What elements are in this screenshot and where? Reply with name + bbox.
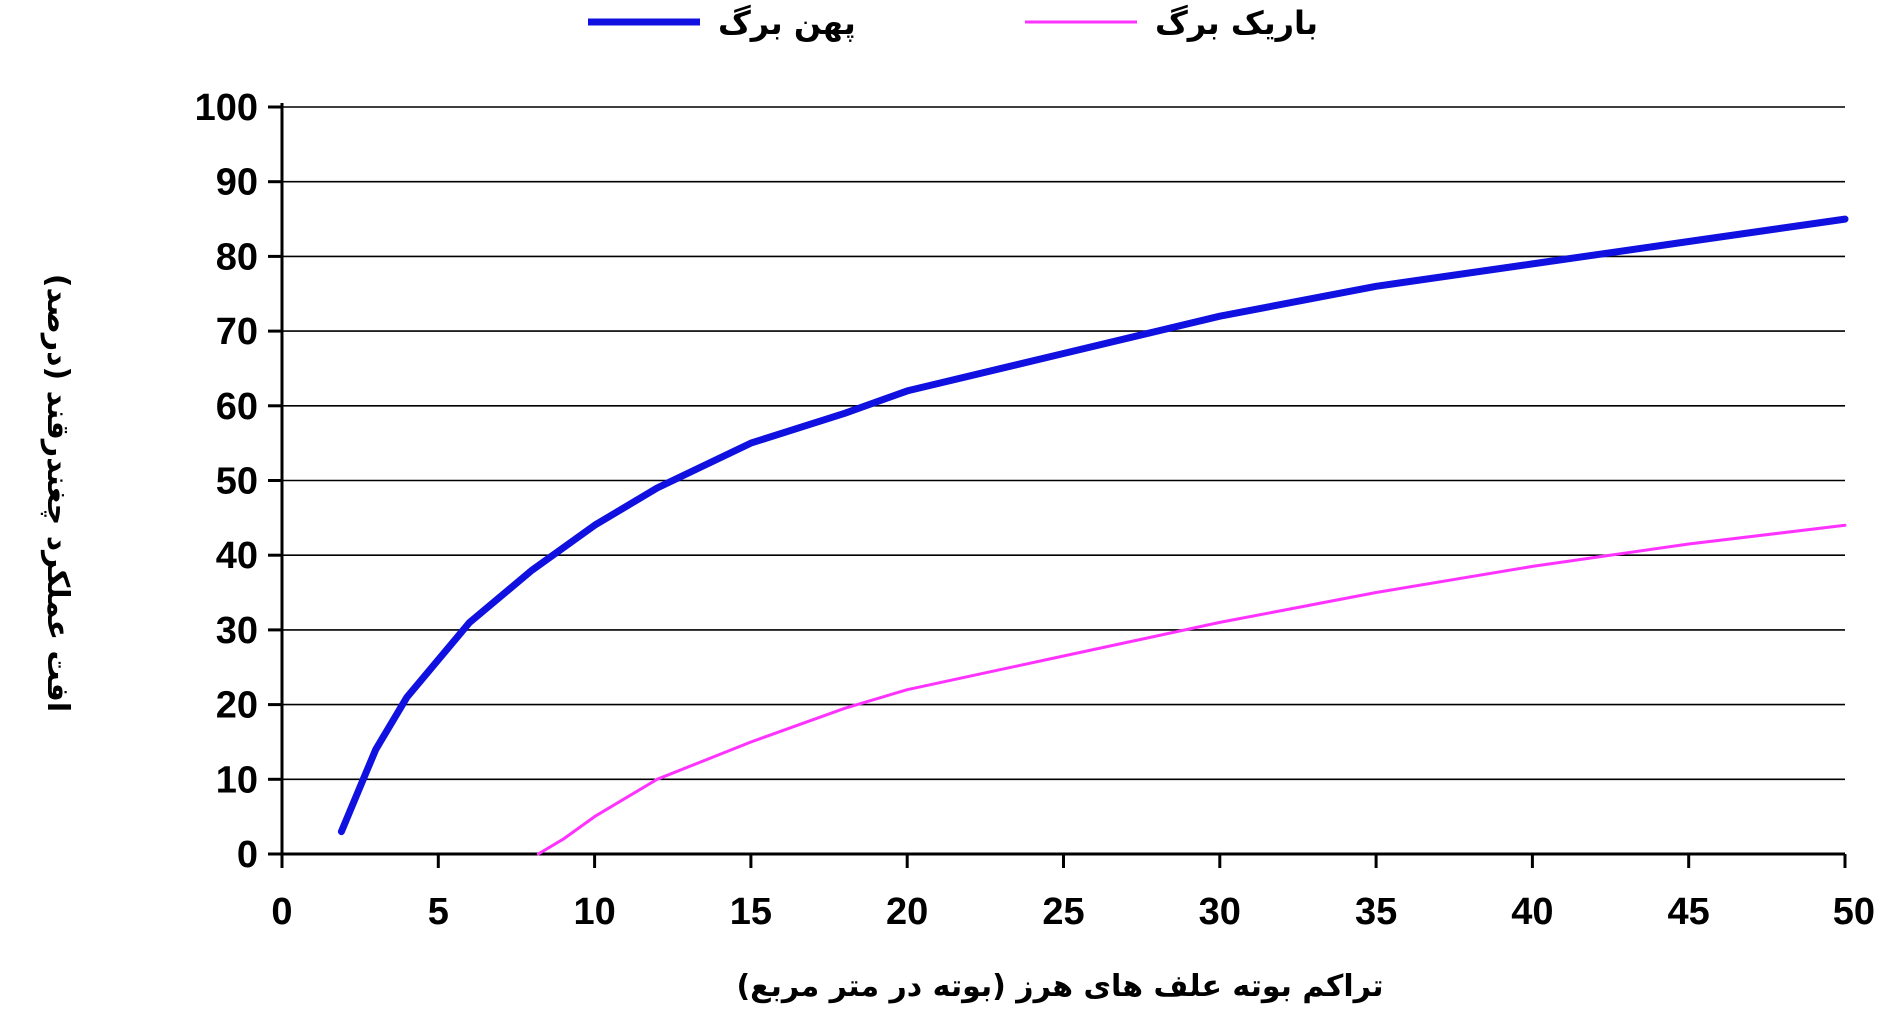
legend-label-broadleaf: پهن برگ bbox=[718, 4, 856, 42]
y-tick-label: 100 bbox=[195, 87, 258, 129]
axes bbox=[268, 103, 1847, 868]
x-tick-label: 45 bbox=[1668, 891, 1710, 933]
y-tick-label: 60 bbox=[216, 386, 258, 428]
tick-labels: 0 10 20 30 40 50 60 70 80 90 100 0 5 10 15 20 25 30 35 40 45… bbox=[195, 87, 1875, 933]
x-tick-label: 30 bbox=[1199, 891, 1241, 933]
legend-label-narrowleaf: باریک برگ bbox=[1155, 4, 1318, 42]
series-lines bbox=[337, 215, 1849, 856]
y-tick-label: 0 bbox=[237, 834, 258, 876]
y-tick-label: 90 bbox=[216, 162, 258, 204]
x-tick-label: 0 bbox=[271, 891, 292, 933]
y-tick-label: 40 bbox=[216, 535, 258, 577]
legend: پهن برگ باریک برگ bbox=[588, 4, 1318, 42]
x-tick-label: 5 bbox=[428, 891, 449, 933]
y-tick-label: 30 bbox=[216, 610, 258, 652]
x-tick-label: 25 bbox=[1042, 891, 1084, 933]
y-tick-label: 50 bbox=[216, 461, 258, 503]
x-tick-label: 50 bbox=[1833, 891, 1875, 933]
x-tick-label: 10 bbox=[573, 891, 615, 933]
x-tick-label: 15 bbox=[730, 891, 772, 933]
x-tick-label: 20 bbox=[886, 891, 928, 933]
x-tick-label: 40 bbox=[1511, 891, 1553, 933]
series-line-broadleaf bbox=[337, 215, 1849, 836]
y-tick-label: 20 bbox=[216, 685, 258, 727]
y-tick-label: 10 bbox=[216, 759, 258, 801]
y-axis-title: افت عملکرد چغندرقند (درصد) bbox=[40, 274, 75, 712]
y-tick-label: 70 bbox=[216, 311, 258, 353]
y-tick-label: 80 bbox=[216, 236, 258, 278]
x-tick-label: 35 bbox=[1355, 891, 1397, 933]
grid-lines bbox=[282, 106, 1845, 781]
x-axis-title: تراکم بوته علف های هرز (بوته در متر مربع… bbox=[736, 969, 1383, 1004]
series-line-narrowleaf bbox=[536, 523, 1847, 856]
